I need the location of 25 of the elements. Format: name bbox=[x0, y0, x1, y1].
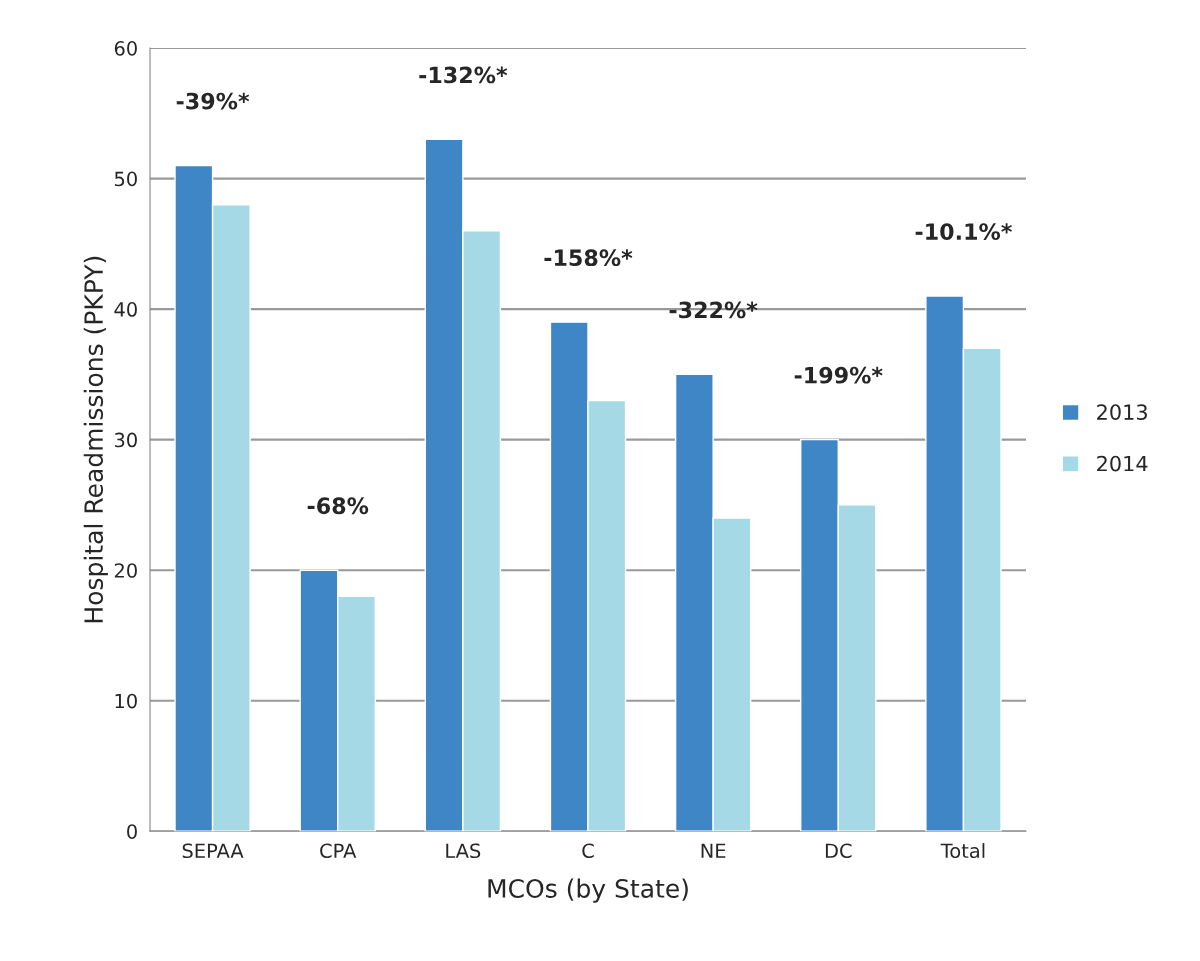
annotation: -132%* bbox=[419, 66, 508, 84]
legend-label: 2014 bbox=[1097, 455, 1148, 472]
y-tick-label: 10 bbox=[115, 693, 137, 709]
y-tick-label: 40 bbox=[114, 302, 137, 317]
y-tick-label: 60 bbox=[114, 41, 137, 56]
x-axis-title: MCOs (by State) bbox=[488, 878, 688, 903]
x-tick-label: DC bbox=[825, 843, 852, 859]
x-tick-label: Total bbox=[940, 843, 985, 859]
annotation: -158%* bbox=[544, 249, 633, 267]
x-tick-label: SEPAA bbox=[182, 843, 244, 859]
x-tick-label: NE bbox=[701, 843, 726, 858]
annotation: -39%* bbox=[176, 92, 250, 110]
annotation: -322%* bbox=[669, 301, 758, 319]
x-tick-label: CPA bbox=[320, 843, 357, 859]
x-tick-label: LAS bbox=[446, 843, 481, 859]
legend-label: 2013 bbox=[1097, 404, 1147, 420]
y-tick-label: 0 bbox=[127, 824, 137, 839]
y-tick-label: 30 bbox=[114, 432, 137, 448]
annotation: -10.1%* bbox=[915, 223, 1012, 241]
x-tick-label: C bbox=[582, 843, 594, 859]
annotation: -68% bbox=[307, 497, 369, 515]
y-axis-title: Hospital Readmissions (PKPY) bbox=[83, 256, 108, 623]
y-tick-label: 20 bbox=[114, 563, 137, 578]
y-tick-label: 50 bbox=[114, 171, 137, 187]
annotation: -199%* bbox=[794, 366, 883, 384]
